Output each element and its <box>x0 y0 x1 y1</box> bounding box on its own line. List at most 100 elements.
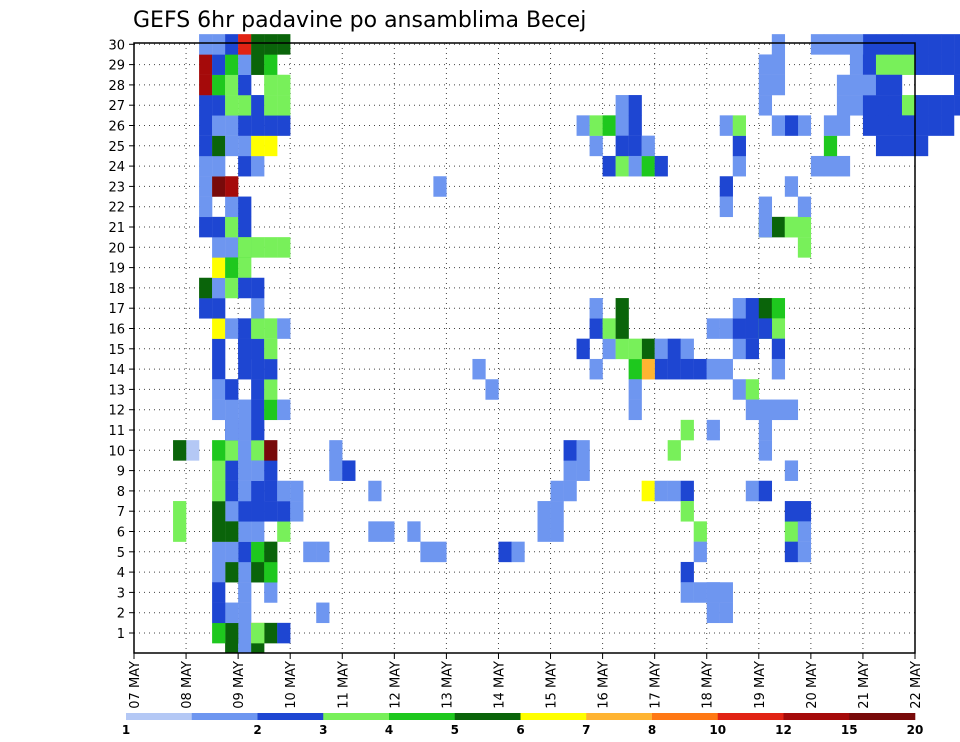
heatmap-cell <box>706 602 720 624</box>
y-tick-label: 13 <box>108 383 125 398</box>
heatmap-cell <box>199 115 213 136</box>
heatmap-cell <box>680 501 694 522</box>
y-tick-label: 5 <box>117 546 125 561</box>
heatmap-cell <box>875 54 890 75</box>
heatmap-cell <box>797 196 812 218</box>
heatmap-cell <box>225 440 239 461</box>
colorbar-segment <box>586 713 653 720</box>
heatmap-cell <box>238 582 252 603</box>
heatmap-cells <box>173 34 960 654</box>
heatmap-cell <box>784 216 799 238</box>
heatmap-cell <box>745 298 759 319</box>
x-tick-label: 14 MAY <box>492 661 507 709</box>
heatmap-cell <box>706 582 720 603</box>
heatmap-cell <box>238 622 252 644</box>
heatmap-cell <box>732 115 746 136</box>
heatmap-cell <box>212 115 226 136</box>
heatmap-cell <box>173 440 187 461</box>
heatmap-cell <box>719 115 733 136</box>
heatmap-cell <box>251 643 265 654</box>
heatmap-cell <box>381 521 395 542</box>
heatmap-cell <box>251 358 265 380</box>
heatmap-cell <box>954 54 960 75</box>
heatmap-cell <box>225 460 239 481</box>
heatmap-cell <box>849 34 864 55</box>
heatmap-cell <box>823 155 838 177</box>
heatmap-cell <box>212 521 226 542</box>
heatmap-cell <box>758 399 773 421</box>
colorbar-label: 1 <box>122 723 130 737</box>
y-tick-label: 6 <box>117 526 125 541</box>
heatmap-cell <box>238 115 252 136</box>
heatmap-cell <box>771 216 786 238</box>
heatmap-cell <box>199 155 213 177</box>
colorbar-label: 8 <box>648 723 656 737</box>
heatmap-cell <box>576 440 590 461</box>
heatmap-cell <box>628 358 642 380</box>
heatmap-cell <box>915 95 929 116</box>
heatmap-cell <box>238 501 252 522</box>
chart-title: GEFS 6hr padavine po ansamblima Becej <box>133 8 586 33</box>
heatmap-cell <box>238 277 252 299</box>
heatmap-cell <box>199 196 213 218</box>
heatmap-cell <box>225 379 239 400</box>
heatmap-cell <box>602 115 616 136</box>
heatmap-cell <box>251 34 265 55</box>
heatmap-cell <box>277 74 291 96</box>
heatmap-cell <box>277 480 291 502</box>
x-tick-label: 11 MAY <box>336 661 351 709</box>
heatmap-cell <box>901 135 916 157</box>
heatmap-cell <box>797 216 812 238</box>
heatmap-cell <box>264 399 278 421</box>
heatmap-cell <box>264 460 278 481</box>
x-tick-label: 18 MAY <box>701 661 716 709</box>
heatmap-cell <box>745 318 759 339</box>
heatmap-cell <box>316 602 330 624</box>
heatmap-cell <box>732 155 746 177</box>
heatmap-cell <box>316 541 330 563</box>
heatmap-cell <box>251 521 265 542</box>
y-tick-label: 20 <box>108 241 125 256</box>
heatmap-cell <box>511 541 525 563</box>
heatmap-cell <box>745 379 759 400</box>
heatmap-cell <box>212 338 226 360</box>
heatmap-cell <box>225 561 239 583</box>
heatmap-cell <box>771 338 786 360</box>
heatmap-cell <box>758 74 773 96</box>
heatmap-cell <box>238 480 252 502</box>
heatmap-cell <box>667 358 681 380</box>
colorbar-segment <box>652 713 719 720</box>
heatmap-cell <box>693 582 707 603</box>
heatmap-cell <box>862 54 877 75</box>
y-tick-label: 2 <box>117 607 125 622</box>
heatmap-cell <box>680 419 694 441</box>
heatmap-cell <box>784 521 799 542</box>
heatmap-cell <box>485 379 499 400</box>
heatmap-cell <box>589 115 603 136</box>
heatmap-cell <box>784 501 799 522</box>
heatmap-cell <box>199 74 213 96</box>
x-tick-label: 12 MAY <box>388 661 403 709</box>
heatmap-cell <box>290 480 304 502</box>
heatmap-cell <box>602 155 616 177</box>
heatmap-cell <box>550 480 564 502</box>
heatmap-cell <box>641 480 655 502</box>
x-tick-label: 21 MAY <box>857 661 872 709</box>
colorbar-label: 6 <box>516 723 524 737</box>
heatmap-cell <box>849 74 864 96</box>
heatmap-cell <box>797 541 812 563</box>
heatmap-cell <box>225 318 239 339</box>
colorbar: 1 2 3 4 5 6 7 8 10 12 15 20 <box>122 713 923 737</box>
x-tick-label: 10 MAY <box>284 661 299 709</box>
heatmap-cell <box>641 155 655 177</box>
heatmap-cell <box>238 74 252 96</box>
heatmap-cell <box>771 54 786 75</box>
heatmap-cell <box>290 501 304 522</box>
heatmap-cell <box>251 419 265 441</box>
heatmap-cell <box>602 338 616 360</box>
heatmap-cell <box>758 318 773 339</box>
heatmap-cell <box>589 318 603 339</box>
colorbar-label: 12 <box>775 723 792 737</box>
heatmap-cell <box>251 338 265 360</box>
